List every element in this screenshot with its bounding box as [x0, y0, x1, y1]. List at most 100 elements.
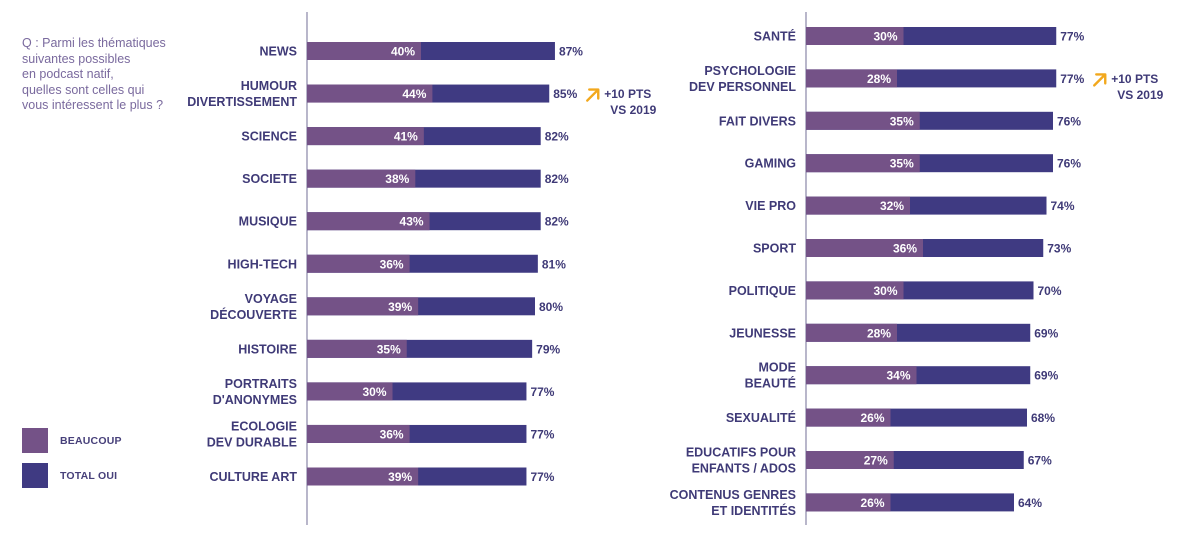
- value-label-total-fait-divers: 76%: [1057, 114, 1081, 128]
- value-label-total-sexualite: 68%: [1031, 411, 1055, 425]
- bar-beaucoup-vie-pro: [806, 196, 910, 215]
- category-label-politique: POLITIQUE: [729, 284, 796, 298]
- value-label-beaucoup-psychologie-dev-personnel: 28%: [867, 72, 891, 86]
- category-label-societe: SOCIETE: [242, 172, 297, 186]
- value-label-total-ecologie-dev-durable: 77%: [530, 427, 554, 441]
- value-label-total-voyage-decouverte: 80%: [539, 300, 563, 314]
- value-label-total-gaming: 76%: [1057, 157, 1081, 171]
- category-label-culture-art: CULTURE ART: [210, 470, 298, 484]
- category-label-jeunesse: JEUNESSE: [729, 326, 796, 340]
- category-label-psychologie-dev-personnel: PSYCHOLOGIE DEV PERSONNEL: [689, 64, 796, 94]
- bar-beaucoup-sante: [806, 27, 904, 45]
- value-label-total-portraits-d-anonymes: 77%: [530, 385, 554, 399]
- value-label-beaucoup-societe: 38%: [385, 172, 409, 186]
- category-label-sante: SANTÉ: [754, 29, 796, 44]
- bar-beaucoup-sexualite: [806, 408, 891, 427]
- bar-beaucoup-politique: [806, 281, 904, 300]
- value-label-total-mode-beaute: 69%: [1034, 369, 1058, 383]
- value-label-total-societe: 82%: [545, 172, 569, 186]
- bar-beaucoup-psychologie-dev-personnel: [806, 69, 897, 88]
- value-label-beaucoup-portraits-d-anonymes: 30%: [362, 385, 386, 399]
- category-label-humour-divertissement: HUMOUR DIVERTISSEMENT: [187, 79, 297, 109]
- category-label-science: SCIENCE: [241, 130, 297, 144]
- legend-swatch-beaucoup: [22, 428, 48, 453]
- bar-beaucoup-humour-divertissement: [307, 84, 433, 103]
- value-label-beaucoup-sexualite: 26%: [860, 411, 884, 425]
- trend-arrow-head-icon-2: [1095, 73, 1107, 85]
- value-label-total-educatifs-pour-enfants-ados: 67%: [1028, 454, 1052, 468]
- category-label-portraits-d-anonymes: PORTRAITS D'ANONYMES: [213, 377, 297, 407]
- annotation-text-1-1: +10 PTS: [604, 87, 651, 101]
- category-label-gaming: GAMING: [745, 157, 796, 171]
- bar-beaucoup-voyage-decouverte: [307, 297, 419, 316]
- value-label-beaucoup-sante: 30%: [873, 30, 897, 44]
- value-label-beaucoup-voyage-decouverte: 39%: [388, 300, 412, 314]
- trend-arrow-icon-2: [1093, 74, 1106, 87]
- value-label-beaucoup-gaming: 35%: [890, 157, 914, 171]
- value-label-beaucoup-fait-divers: 35%: [890, 114, 914, 128]
- category-label-sexualite: SEXUALITÉ: [726, 410, 796, 425]
- value-label-beaucoup-musique: 43%: [400, 215, 424, 229]
- category-label-high-tech: HIGH-TECH: [228, 257, 297, 271]
- value-label-beaucoup-contenus-genres-et-identites: 26%: [860, 496, 884, 510]
- bar-beaucoup-sport: [806, 239, 923, 257]
- value-label-total-musique: 82%: [545, 215, 569, 229]
- bar-beaucoup-portraits-d-anonymes: [307, 382, 393, 401]
- bar-beaucoup-societe: [307, 169, 416, 188]
- bar-beaucoup-educatifs-pour-enfants-ados: [806, 451, 894, 469]
- value-label-total-high-tech: 81%: [542, 257, 566, 271]
- category-label-contenus-genres-et-identites: CONTENUS GENRES ET IDENTITÉS: [670, 488, 796, 518]
- value-label-beaucoup-mode-beaute: 34%: [886, 369, 910, 383]
- legend-label-beaucoup: BEAUCOUP: [60, 434, 122, 447]
- question-text: Q : Parmi les thématiques suivantes poss…: [22, 36, 166, 112]
- trend-arrow-icon-1: [586, 89, 599, 102]
- value-label-beaucoup-science: 41%: [394, 130, 418, 144]
- bar-beaucoup-fait-divers: [806, 111, 920, 130]
- value-label-beaucoup-culture-art: 39%: [388, 470, 412, 484]
- category-label-histoire: HISTOIRE: [238, 342, 297, 356]
- bar-beaucoup-high-tech: [307, 254, 410, 273]
- value-label-total-politique: 70%: [1038, 284, 1062, 298]
- value-label-total-contenus-genres-et-identites: 64%: [1018, 496, 1042, 510]
- annotation-text-2-2: VS 2019: [1117, 88, 1163, 102]
- annotation-text-2-1: +10 PTS: [1111, 72, 1158, 86]
- value-label-beaucoup-politique: 30%: [873, 284, 897, 298]
- legend-swatch-total-oui: [22, 463, 48, 488]
- legend: BEAUCOUP TOTAL OUI: [22, 428, 122, 498]
- category-label-educatifs-pour-enfants-ados: EDUCATIFS POUR ENFANTS / ADOS: [686, 446, 796, 476]
- value-label-beaucoup-news: 40%: [391, 45, 415, 59]
- category-label-voyage-decouverte: VOYAGE DÉCOUVERTE: [210, 292, 297, 322]
- category-label-fait-divers: FAIT DIVERS: [719, 114, 796, 128]
- value-label-beaucoup-sport: 36%: [893, 242, 917, 256]
- value-label-total-sport: 73%: [1047, 242, 1071, 256]
- value-label-beaucoup-vie-pro: 32%: [880, 199, 904, 213]
- bar-beaucoup-histoire: [307, 339, 407, 358]
- value-label-beaucoup-ecologie-dev-durable: 36%: [380, 427, 404, 441]
- annotation-text-1-2: VS 2019: [610, 103, 656, 117]
- bar-beaucoup-gaming: [806, 154, 920, 173]
- category-label-vie-pro: VIE PRO: [745, 199, 796, 213]
- value-label-total-news: 87%: [559, 45, 583, 59]
- value-label-total-humour-divertissement: 85%: [553, 87, 577, 101]
- legend-item-total-oui: TOTAL OUI: [22, 463, 122, 488]
- value-label-beaucoup-jeunesse: 28%: [867, 326, 891, 340]
- bar-beaucoup-science: [307, 127, 424, 146]
- category-label-mode-beaute: MODE BEAUTÉ: [745, 361, 796, 391]
- legend-item-beaucoup: BEAUCOUP: [22, 428, 122, 453]
- category-label-news: NEWS: [260, 45, 298, 59]
- value-label-beaucoup-high-tech: 36%: [380, 257, 404, 271]
- value-label-total-jeunesse: 69%: [1034, 326, 1058, 340]
- bar-beaucoup-news: [307, 42, 421, 60]
- value-label-total-sante: 77%: [1060, 30, 1084, 44]
- bar-beaucoup-jeunesse: [806, 323, 897, 342]
- bar-beaucoup-contenus-genres-et-identites: [806, 493, 891, 512]
- value-label-beaucoup-histoire: 35%: [377, 342, 401, 356]
- category-label-musique: MUSIQUE: [239, 215, 297, 229]
- value-label-beaucoup-humour-divertissement: 44%: [402, 87, 426, 101]
- value-label-total-culture-art: 77%: [530, 470, 554, 484]
- value-label-total-psychologie-dev-personnel: 77%: [1060, 72, 1084, 86]
- value-label-beaucoup-educatifs-pour-enfants-ados: 27%: [864, 454, 888, 468]
- value-label-total-science: 82%: [545, 130, 569, 144]
- category-label-sport: SPORT: [753, 242, 796, 256]
